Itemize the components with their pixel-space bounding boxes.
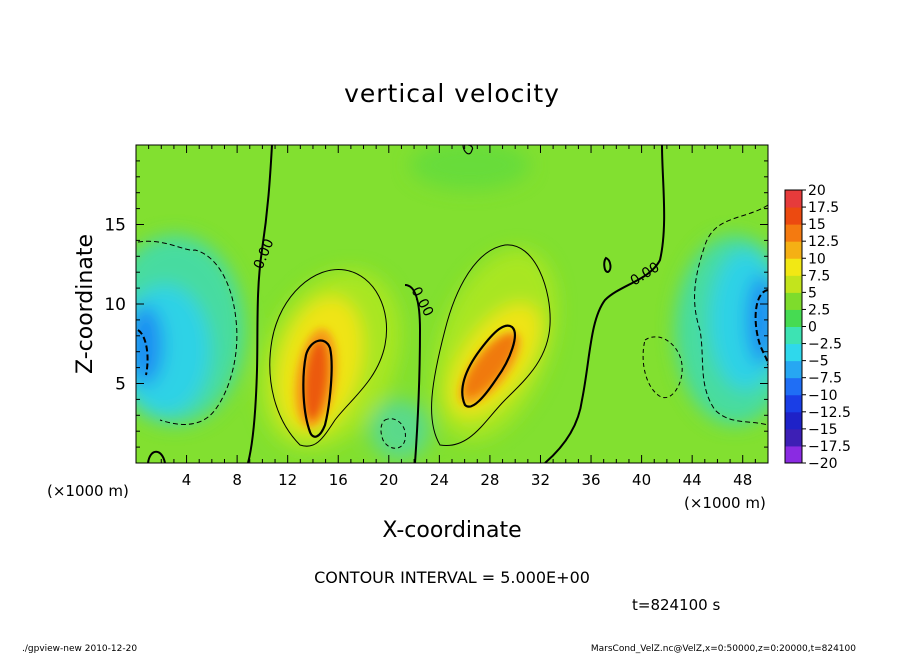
colorbar-label: −20	[808, 456, 838, 472]
colorbar-swatch	[785, 360, 802, 379]
colorbar-label: 15	[808, 217, 826, 233]
contour-zero-2	[404, 284, 422, 463]
contour-neg-right-small	[642, 336, 683, 398]
downdraft-left-core	[136, 305, 163, 385]
contour-neg-left	[137, 240, 238, 425]
x-tick-label: 48	[733, 471, 752, 489]
x-unit-left: (×1000 m)	[47, 482, 129, 500]
colorbar-label: −10	[808, 388, 838, 404]
colorbar-label: 5	[808, 285, 817, 301]
contour-ten-updraft-1	[302, 339, 333, 438]
footer-right: MarsCond_VelZ.nc@VelZ,x=0:50000,z=0:2000…	[591, 644, 856, 654]
colorbar-swatch	[785, 343, 802, 362]
x-tick-label: 36	[581, 471, 600, 489]
downdraft-center	[370, 400, 430, 460]
contour-neg-right-core	[754, 289, 768, 366]
footer-left: ./gpview-new 2010-12-20	[22, 644, 137, 654]
x-tick-label: 12	[278, 471, 297, 489]
x-tick-label: 32	[531, 471, 550, 489]
colorbar-swatch	[785, 394, 802, 413]
top-green-patch	[410, 145, 530, 190]
colorbar-swatch	[785, 326, 802, 345]
colorbar-label: −15	[808, 422, 838, 438]
contour-interval: CONTOUR INTERVAL = 5.000E+00	[314, 568, 590, 587]
colorbar-swatch	[785, 190, 802, 208]
y-axis-label: Z-coordinate	[73, 234, 98, 374]
colorbar-swatch	[785, 241, 802, 259]
contour-ten-updraft-2	[461, 324, 516, 408]
y-tick-label: 5	[115, 375, 126, 395]
colorbar-label: −12.5	[808, 405, 851, 421]
colorbar-swatch	[785, 377, 802, 396]
colorbar-swatch	[785, 292, 802, 310]
colorbar-swatch	[785, 309, 802, 327]
contour-neg-center	[380, 418, 406, 449]
colorbar-label: −7.5	[808, 371, 842, 387]
colorbar-label: −5	[808, 354, 829, 370]
time-label: t=824100 s	[632, 596, 720, 614]
x-tick-label: 16	[329, 471, 348, 489]
x-tick-label: 44	[683, 471, 702, 489]
downdraft-left-mid	[136, 285, 210, 415]
updraft-1-core	[304, 340, 328, 420]
colorbar-label: −17.5	[808, 439, 851, 455]
x-tick-label: 24	[430, 471, 449, 489]
contour-neg-right	[694, 204, 768, 426]
colorbar-label: 12.5	[808, 234, 839, 250]
x-tick-label: 40	[632, 471, 651, 489]
updraft-2-core	[464, 334, 516, 396]
colorbar-swatch	[785, 275, 802, 293]
chart-title: vertical velocity	[344, 79, 560, 108]
contours	[137, 145, 768, 463]
x-axis-label: X-coordinate	[382, 518, 521, 543]
contour-five-updraft-2	[431, 244, 551, 446]
x-axis: 4 8 12 16 20 24 28 32 36 40 44 48	[148, 145, 756, 489]
y-axis: 5 10 15	[104, 160, 768, 448]
colorbar-label: 0	[808, 320, 817, 336]
y-tick-label: 15	[104, 216, 126, 236]
colorbar-swatch	[785, 258, 802, 276]
x-unit-right: (×1000 m)	[684, 494, 766, 512]
heatmap-field	[136, 145, 768, 463]
contour-small-right	[603, 256, 612, 274]
colorbar-label: 2.5	[808, 302, 830, 318]
x-tick-label: 20	[379, 471, 398, 489]
downdraft-right-mid	[710, 250, 768, 390]
colorbar-swatch	[785, 207, 802, 225]
x-tick-label: 8	[232, 471, 242, 489]
colorbar-swatch	[785, 411, 802, 430]
x-tick-label: 4	[182, 471, 192, 489]
x-tick-label: 28	[480, 471, 499, 489]
contour-small-top	[462, 145, 474, 155]
colorbar-swatch	[785, 224, 802, 242]
colorbar-swatch	[785, 445, 802, 464]
downdraft-right-core	[747, 275, 768, 365]
contour-five-updraft-1	[269, 268, 388, 447]
colorbar-label: −2.5	[808, 337, 842, 353]
contour-neg-left-core	[137, 329, 149, 376]
y-tick-label: 10	[104, 295, 126, 315]
colorbar-label: 20	[808, 183, 826, 199]
colorbar-swatch	[785, 428, 802, 447]
colorbar-label: 7.5	[808, 268, 830, 284]
colorbar-label: 10	[808, 251, 826, 267]
contour-zero-3	[544, 145, 666, 463]
contour-zero-1	[247, 145, 273, 463]
colorbar-label: 17.5	[808, 200, 839, 216]
